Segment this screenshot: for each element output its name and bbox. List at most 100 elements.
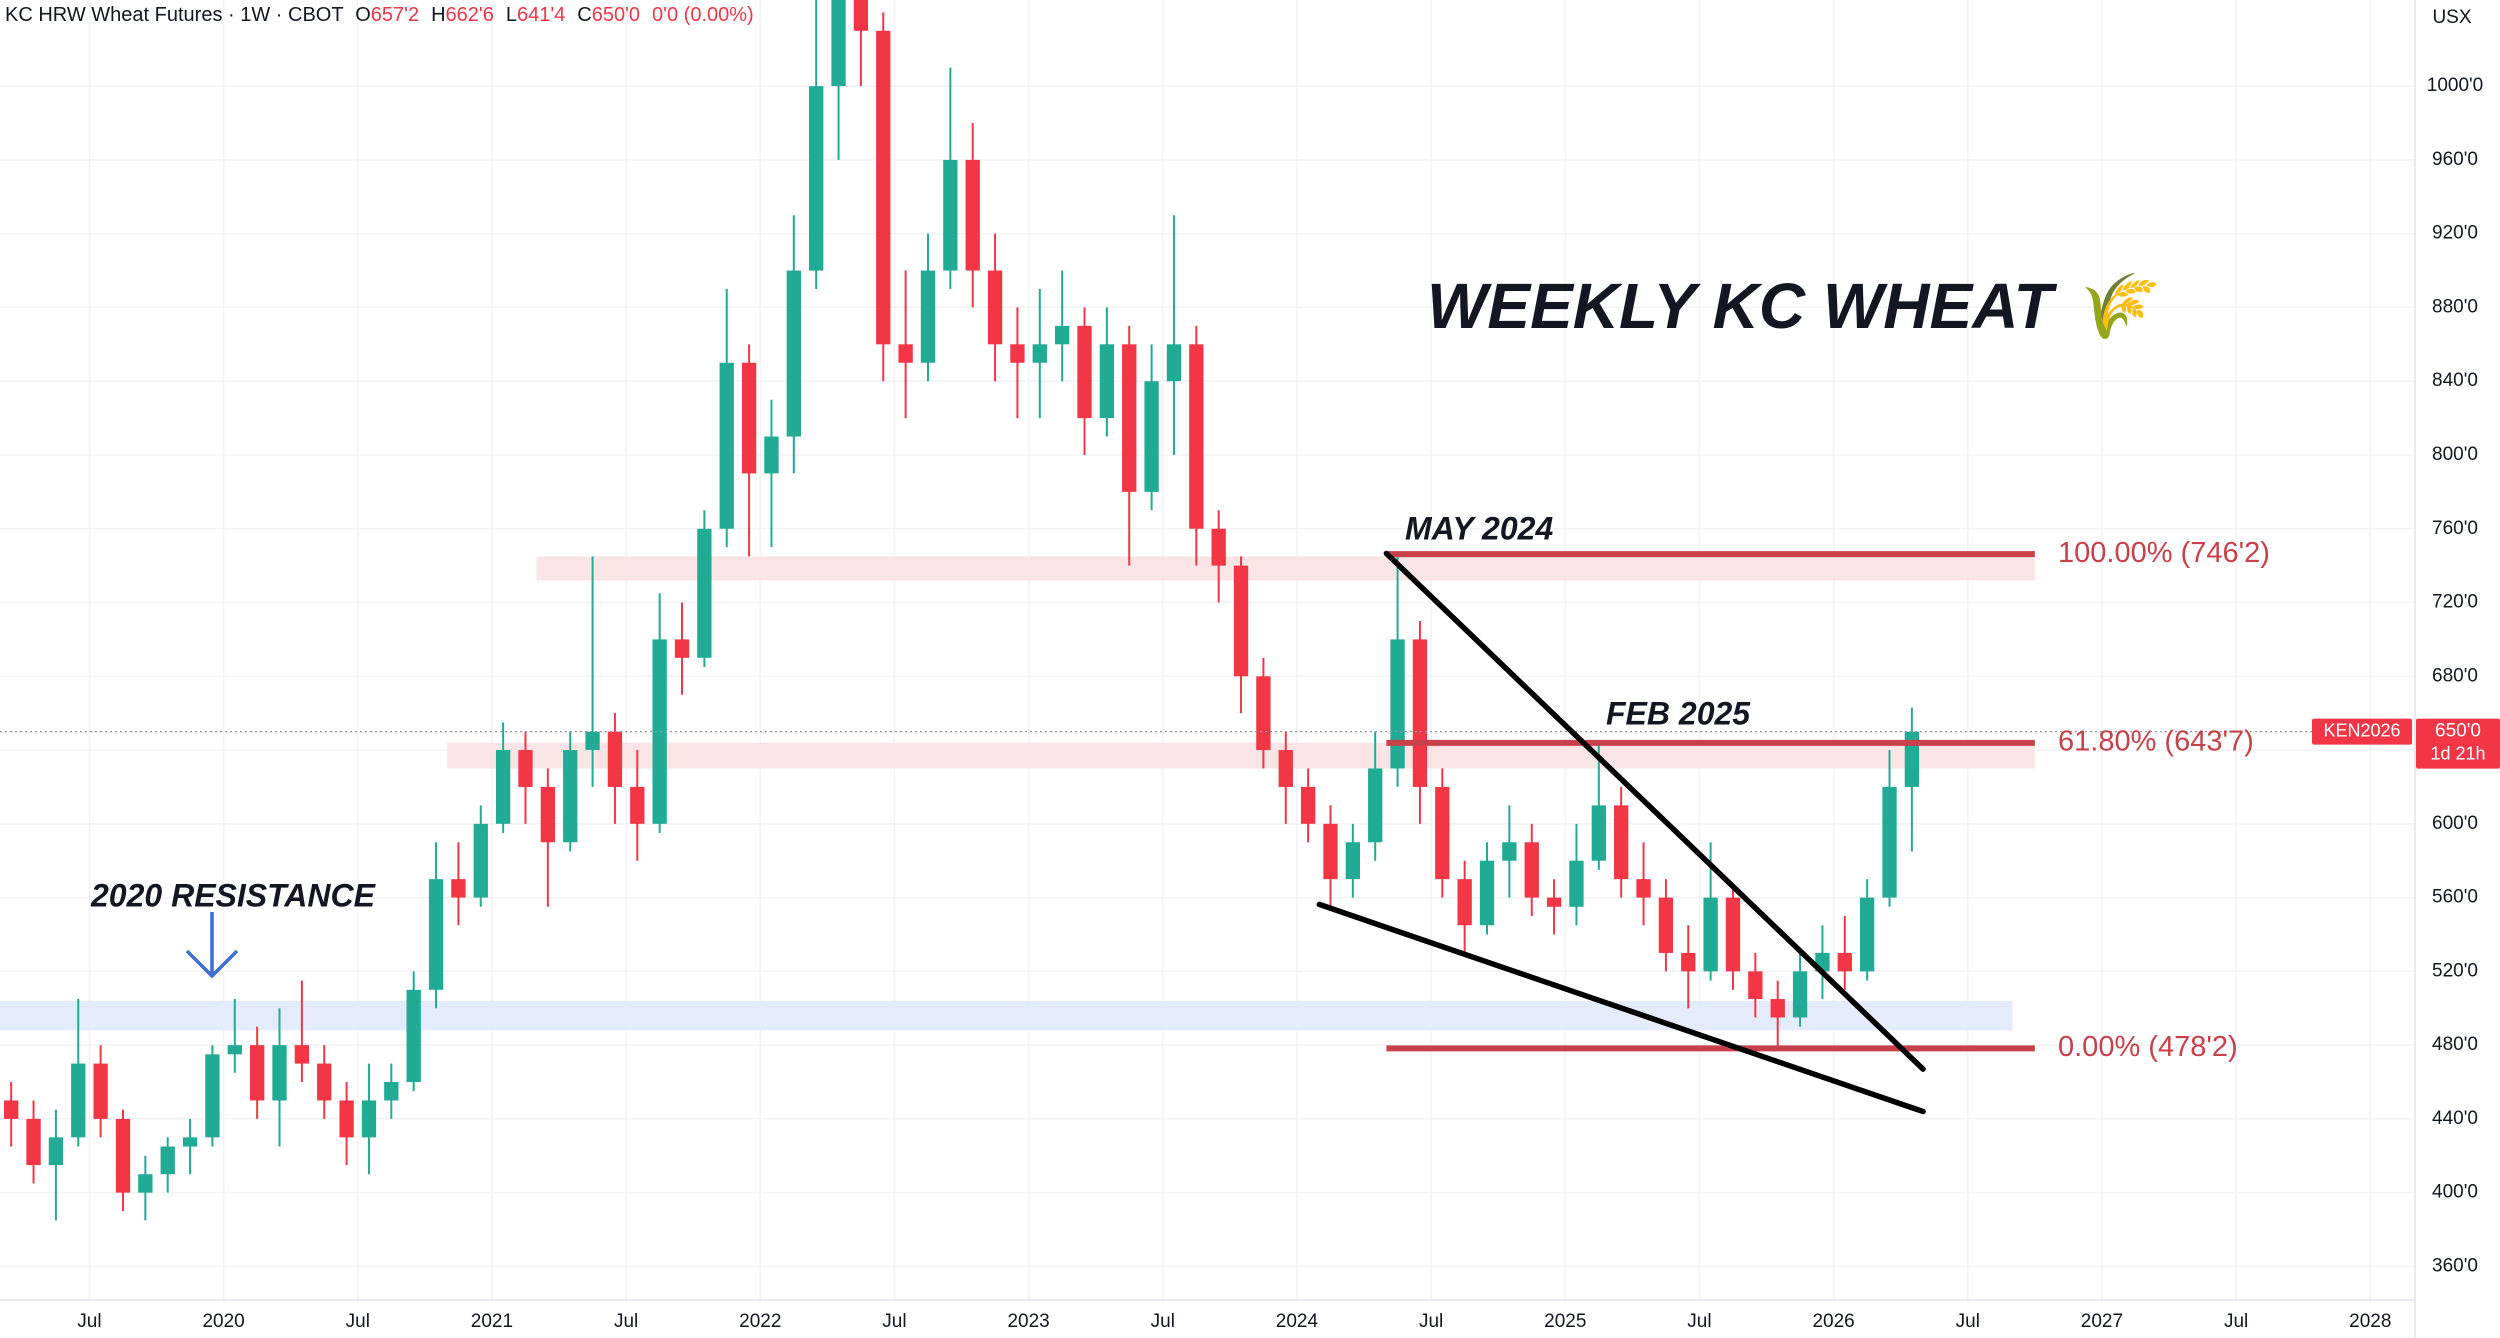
candle-body xyxy=(1233,565,1249,677)
candle-body xyxy=(272,1045,287,1101)
arrow xyxy=(185,912,239,979)
candle-body xyxy=(227,1045,242,1055)
candle-body xyxy=(1278,750,1293,787)
candle-body xyxy=(1300,786,1316,824)
candles xyxy=(4,0,1920,1221)
y-tick-label: 920'0 xyxy=(2432,223,2478,244)
x-tick-label: 2023 xyxy=(1007,1311,1049,1332)
candle-body xyxy=(697,528,712,658)
candle-body xyxy=(898,344,913,363)
y-tick-label: 960'0 xyxy=(2432,149,2478,170)
ohlc-value: 662'6 xyxy=(446,4,494,26)
candle-body xyxy=(876,30,891,345)
candle-body xyxy=(1166,344,1182,382)
candle-body xyxy=(1010,344,1025,363)
annotation: FEB 2025 xyxy=(1606,695,1751,731)
y-tick-label: 680'0 xyxy=(2432,665,2478,686)
candle-body xyxy=(406,989,421,1083)
candle-body xyxy=(1502,842,1517,861)
ohlc-key: O xyxy=(355,4,371,26)
fib-label: 61.80% (643'7) xyxy=(2058,726,2254,758)
candle-body xyxy=(630,786,645,824)
x-tick-label: 2025 xyxy=(1544,1311,1586,1332)
axes: 360'0400'0440'0480'0520'0560'0600'0640'0… xyxy=(77,75,2483,1332)
candle-body xyxy=(563,750,578,843)
candle-body xyxy=(943,159,958,271)
candle-body xyxy=(741,362,757,474)
x-tick-label: 2022 xyxy=(739,1311,781,1332)
candle-body xyxy=(138,1174,153,1193)
candle-body xyxy=(1054,325,1070,345)
candle-body xyxy=(473,823,488,898)
candle-body xyxy=(1211,528,1226,566)
x-tick-label: Jul xyxy=(1687,1311,1711,1332)
drawings: 100.00% (746'2) 61.80% (643'7) 0.00% (478'… xyxy=(0,537,2415,1115)
y-tick-label: 800'0 xyxy=(2432,444,2478,465)
candle-body xyxy=(1189,344,1204,529)
candle-body xyxy=(1859,897,1875,972)
ohlc-key: C xyxy=(577,4,591,26)
trendline xyxy=(1383,550,1926,1072)
zone xyxy=(536,556,2035,581)
symbol-header: KC HRW Wheat Futures · 1W · CBOT O657'2 H6… xyxy=(5,4,754,26)
candle-body xyxy=(1412,639,1428,787)
candle-body xyxy=(831,0,846,87)
candle-body xyxy=(1122,344,1137,492)
candle-body xyxy=(1770,999,1785,1018)
x-tick-label: Jul xyxy=(346,1311,370,1332)
candle-body xyxy=(764,436,779,474)
annotation: 2020 RESISTANCE xyxy=(90,877,377,913)
x-tick-label: 2028 xyxy=(2349,1311,2391,1332)
candle-body xyxy=(1681,952,1696,972)
candle-body xyxy=(1345,842,1361,880)
ohlc-key: H xyxy=(431,4,445,26)
annotation: MAY 2024 xyxy=(1405,510,1553,546)
candle-body xyxy=(1323,823,1338,880)
candle-body xyxy=(965,159,980,271)
x-tick-label: Jul xyxy=(1151,1311,1175,1332)
x-tick-label: 2021 xyxy=(471,1311,513,1332)
candle-body xyxy=(652,639,667,824)
y-tick-label: 440'0 xyxy=(2432,1108,2478,1129)
candle-body xyxy=(1144,381,1159,492)
candle-body xyxy=(160,1146,175,1175)
y-tick-label: 720'0 xyxy=(2432,592,2478,613)
y-tick-label: 560'0 xyxy=(2432,887,2478,908)
candle-body xyxy=(920,270,936,363)
candle-body xyxy=(205,1054,220,1138)
candle-body xyxy=(48,1137,64,1166)
zone xyxy=(447,742,2035,769)
candle-body xyxy=(786,270,801,437)
candle-body xyxy=(1614,805,1629,880)
x-tick-label: Jul xyxy=(1419,1311,1443,1332)
symbol-tag: KEN2026 xyxy=(2323,720,2400,740)
candle-body xyxy=(1591,805,1606,861)
ohlc-value: 657'2 xyxy=(371,4,419,26)
candle-body xyxy=(1882,786,1897,898)
y-tick-label: 1000'0 xyxy=(2427,75,2483,96)
candle-body xyxy=(1479,860,1495,926)
zones xyxy=(0,556,2035,1031)
candle-body xyxy=(249,1045,265,1101)
candle-body xyxy=(987,270,1003,345)
price-tag-bg xyxy=(2416,718,2500,769)
grid xyxy=(0,0,2415,1300)
candle-body xyxy=(719,362,734,529)
y-tick-label: 840'0 xyxy=(2432,370,2478,391)
candle-body xyxy=(451,879,466,898)
currency: USX xyxy=(2432,7,2471,28)
candle-body xyxy=(1524,842,1539,898)
candle-body xyxy=(361,1100,377,1138)
candle-body xyxy=(1748,971,1763,1000)
candle-body xyxy=(1725,897,1741,972)
symbol-tag-bg xyxy=(2312,718,2412,745)
candle-body xyxy=(518,750,533,787)
ohlc-value: 650'0 xyxy=(592,4,640,26)
x-tick-label: Jul xyxy=(77,1311,101,1332)
trendline xyxy=(1316,901,1926,1115)
x-tick-label: 2024 xyxy=(1276,1311,1319,1332)
y-tick-label: 760'0 xyxy=(2432,518,2478,539)
candle-body xyxy=(1569,860,1584,907)
change: 0'0 (0.00%) xyxy=(652,4,754,26)
candle-body xyxy=(1636,879,1651,898)
